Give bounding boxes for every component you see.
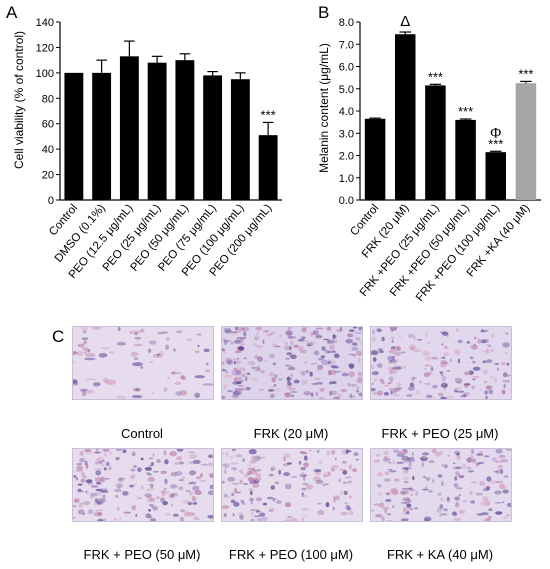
chart-a-bar-7	[258, 135, 278, 200]
chart-a-bar-1	[92, 72, 112, 200]
chart-b-ytick-label-5: 5.0	[339, 84, 354, 96]
chart-b-annotation-5: ***	[518, 66, 533, 81]
micrograph-control	[72, 326, 214, 400]
chart-b-ytick-label-4: 4.0	[339, 106, 354, 118]
chart-a-bar-3	[147, 62, 167, 200]
chart-b-ytick-label-0: 0.0	[339, 195, 354, 207]
panel-a-label: A	[6, 3, 18, 22]
caption-frk-peo-25: FRK + PEO (25 μM)	[381, 426, 499, 441]
chart-b-ytick-label-3: 3.0	[339, 128, 354, 140]
chart-b-annotation-3: ***	[458, 104, 473, 119]
chart-b-bar-5	[515, 83, 537, 200]
chart-b-ytick-label-1: 1.0	[339, 173, 354, 185]
micrograph-frk-ka-40	[370, 448, 512, 522]
chart-a-bar-4	[175, 60, 195, 201]
chart-a-ytick-label-0: 0	[48, 195, 54, 207]
chart-b-annotation-4: ***	[488, 136, 503, 151]
chart-b-ytick-label-7: 7.0	[339, 39, 354, 51]
chart-b-annotation-1: Δ	[400, 13, 410, 30]
micrograph-texture	[222, 449, 362, 521]
caption-frk-peo-50: FRK + PEO (50 μM)	[83, 547, 201, 562]
micrograph-texture	[371, 449, 511, 521]
caption-frk-ka-40: FRK + KA (40 μM)	[386, 547, 494, 562]
chart-a-ytick-label-3: 60	[42, 119, 54, 131]
micrograph-texture	[73, 327, 213, 399]
chart-a-bar-2	[119, 56, 139, 201]
chart-b-ylabel: Melanin content (μg/mL)	[317, 43, 331, 173]
micrograph-frk-peo-50	[72, 448, 214, 522]
chart-b-bar-2	[425, 85, 446, 200]
micrograph-texture	[371, 327, 511, 399]
micrograph-frk-peo-100	[221, 448, 363, 522]
chart-a-bar-5	[203, 75, 223, 200]
chart-b-bar-1	[394, 34, 416, 200]
chart-a-ytick-label-4: 80	[42, 93, 54, 105]
chart-a-ytick-label-1: 20	[42, 170, 54, 182]
caption-frk-peo-100: FRK + PEO (100 μM)	[228, 547, 354, 562]
micrograph-frk-20	[221, 326, 363, 400]
chart-b-annotation-2: ***	[428, 69, 443, 84]
chart-b-ytick-label-6: 6.0	[339, 62, 354, 74]
panel-c-label: C	[52, 327, 64, 346]
chart-a-ytick-label-2: 40	[42, 144, 54, 156]
micrograph-frk-peo-25	[370, 326, 512, 400]
caption-control: Control	[121, 426, 163, 441]
chart-a-ytick-label-6: 120	[36, 42, 54, 54]
chart-b-bar-4	[485, 152, 507, 200]
chart-b-ytick-label-2: 2.0	[339, 151, 354, 163]
chart-b-bar-3	[455, 119, 476, 200]
chart-b-symbol-4: Φ	[490, 125, 501, 141]
chart-a-annotation-7: ***	[261, 107, 276, 122]
panel-b-label: B	[318, 3, 329, 22]
chart-a-ylabel: Cell viability (% of control)	[12, 31, 26, 169]
chart-a-ytick-label-7: 140	[36, 17, 54, 29]
chart-b-ytick-label-8: 8.0	[339, 17, 354, 29]
chart-b-bar-0	[364, 118, 386, 200]
micrograph-texture	[222, 327, 362, 399]
chart-a-ytick-label-5: 100	[36, 68, 54, 80]
chart-a-bar-6	[230, 79, 250, 200]
chart-a-bar-0	[64, 72, 84, 200]
micrograph-texture	[73, 449, 213, 521]
caption-frk-20: FRK (20 μM)	[253, 426, 329, 441]
